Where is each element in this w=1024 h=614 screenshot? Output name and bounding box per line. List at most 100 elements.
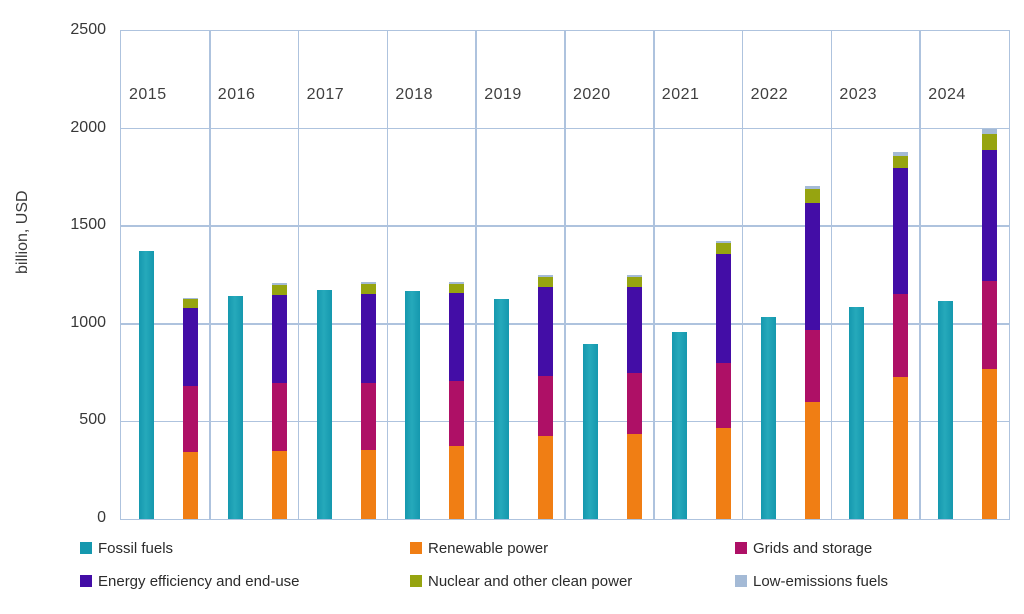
- legend-label: Nuclear and other clean power: [428, 572, 633, 590]
- fossil-fuels-bar: [494, 299, 510, 519]
- stack-segment-low-emissions-fuels: [538, 275, 554, 277]
- legend: Fossil fuels Renewable power Grids and sto…: [80, 538, 980, 591]
- stack-segment-renewable-power: [538, 436, 554, 519]
- y-tick-label: 1500: [70, 216, 106, 234]
- h-gridline: [121, 420, 1009, 423]
- stack-segment-grids-and-storage: [804, 329, 820, 402]
- stack-segment-energy-efficiency-and-end-use: [804, 202, 820, 330]
- year-label: 2023: [839, 86, 877, 103]
- stack-segment-renewable-power: [715, 428, 731, 519]
- stack-segment-energy-efficiency-and-end-use: [360, 293, 376, 384]
- stack-segment-low-emissions-fuels: [715, 240, 731, 243]
- y-tick-label: 2000: [70, 118, 106, 136]
- stack-segment-renewable-power: [627, 434, 642, 519]
- year-label: 2022: [750, 86, 789, 103]
- stack-segment-grids-and-storage: [715, 362, 731, 429]
- y-tick-label: 1000: [70, 313, 106, 331]
- stack-segment-low-emissions-fuels: [449, 281, 465, 284]
- v-gridline: [209, 31, 211, 519]
- y-tick-label: 0: [97, 509, 106, 526]
- stack-segment-grids-and-storage: [271, 383, 287, 451]
- v-gridline: [475, 31, 477, 519]
- fossil-fuels-bar: [849, 307, 865, 519]
- fossil-fuels-bar: [583, 344, 598, 519]
- v-gridline: [564, 31, 566, 519]
- legend-item-low-emissions-fuels: Low-emissions fuels: [735, 571, 980, 591]
- y-tick-label: 2500: [70, 21, 106, 38]
- legend-item-nuclear-and-other-clean-power: Nuclear and other clean power: [410, 571, 735, 591]
- stack-segment-nuclear-and-other-clean-power: [804, 189, 820, 203]
- plot-area: 2015 2016 2017 2018 2019 2020 2021 2022 2023 2024: [120, 30, 1010, 520]
- h-gridline: [121, 127, 1009, 130]
- y-axis-title: billion, USD: [14, 190, 31, 274]
- stack-segment-low-emissions-fuels: [982, 128, 998, 135]
- stack-segment-low-emissions-fuels: [183, 298, 198, 300]
- stack-segment-low-emissions-fuels: [271, 282, 287, 285]
- stack-segment-grids-and-storage: [893, 293, 909, 377]
- v-gridline: [386, 31, 389, 519]
- stack-segment-renewable-power: [449, 445, 465, 519]
- stack-segment-renewable-power: [804, 401, 820, 519]
- stack-segment-grids-and-storage: [360, 383, 376, 450]
- energy-efficiency-and-end-use-swatch-icon: [80, 575, 92, 587]
- stack-segment-nuclear-and-other-clean-power: [271, 284, 287, 295]
- grids-and-storage-swatch-icon: [735, 542, 747, 554]
- stack-segment-renewable-power: [360, 449, 376, 519]
- legend-item-fossil-fuels: Fossil fuels: [80, 538, 410, 558]
- fossil-fuels-bar: [405, 290, 421, 519]
- stack-segment-nuclear-and-other-clean-power: [538, 276, 554, 287]
- renewable-power-swatch-icon: [410, 542, 422, 554]
- legend-label: Fossil fuels: [98, 539, 174, 557]
- year-label: 2020: [573, 86, 611, 103]
- year-label: 2017: [306, 86, 345, 103]
- v-gridline: [653, 31, 655, 519]
- v-gridline: [741, 31, 744, 519]
- year-label: 2021: [661, 86, 700, 103]
- fossil-fuels-bar: [760, 316, 776, 519]
- stack-segment-energy-efficiency-and-end-use: [982, 150, 998, 281]
- nuclear-and-other-clean-power-swatch-icon: [410, 575, 422, 587]
- year-label: 2019: [484, 86, 522, 103]
- fossil-fuels-bar: [139, 250, 154, 519]
- stack-segment-nuclear-and-other-clean-power: [982, 134, 998, 151]
- fossil-fuels-bar: [227, 295, 243, 519]
- stack-segment-grids-and-storage: [538, 375, 554, 437]
- h-gridline: [121, 323, 1009, 325]
- low-emissions-fuels-swatch-icon: [735, 575, 747, 587]
- stack-segment-grids-and-storage: [627, 372, 642, 435]
- legend-item-grids-and-storage: Grids and storage: [735, 538, 980, 558]
- stack-segment-energy-efficiency-and-end-use: [183, 308, 198, 387]
- stack-segment-nuclear-and-other-clean-power: [360, 283, 376, 294]
- stack-segment-nuclear-and-other-clean-power: [183, 299, 198, 309]
- legend-label: Low-emissions fuels: [753, 572, 889, 590]
- stack-segment-nuclear-and-other-clean-power: [449, 283, 465, 293]
- stack-segment-renewable-power: [893, 376, 909, 519]
- stack-segment-renewable-power: [271, 450, 287, 519]
- stack-segment-energy-efficiency-and-end-use: [627, 286, 642, 373]
- stack-segment-nuclear-and-other-clean-power: [627, 276, 642, 287]
- legend-label: Grids and storage: [753, 539, 873, 557]
- year-label: 2016: [217, 86, 256, 103]
- stack-segment-low-emissions-fuels: [893, 152, 909, 156]
- stack-segment-renewable-power: [982, 368, 998, 519]
- stack-segment-energy-efficiency-and-end-use: [538, 286, 554, 376]
- fossil-fuels-bar: [938, 301, 954, 519]
- stack-segment-grids-and-storage: [183, 386, 198, 452]
- stack-segment-energy-efficiency-and-end-use: [449, 292, 465, 382]
- legend-label: Energy efficiency and end-use: [98, 572, 300, 590]
- stack-segment-renewable-power: [183, 451, 198, 519]
- stack-segment-grids-and-storage: [449, 381, 465, 446]
- v-gridline: [297, 31, 300, 519]
- stack-segment-energy-efficiency-and-end-use: [715, 253, 731, 363]
- fossil-fuels-swatch-icon: [80, 542, 92, 554]
- stack-segment-nuclear-and-other-clean-power: [715, 242, 731, 254]
- stack-segment-low-emissions-fuels: [804, 186, 820, 190]
- v-gridline: [830, 31, 833, 519]
- fossil-fuels-bar: [316, 289, 332, 519]
- year-label: 2018: [395, 86, 433, 103]
- year-label: 2024: [928, 86, 966, 103]
- stack-segment-low-emissions-fuels: [627, 275, 642, 277]
- year-label: 2015: [129, 86, 167, 103]
- legend-label: Renewable power: [428, 539, 549, 557]
- y-tick-label: 500: [79, 411, 106, 429]
